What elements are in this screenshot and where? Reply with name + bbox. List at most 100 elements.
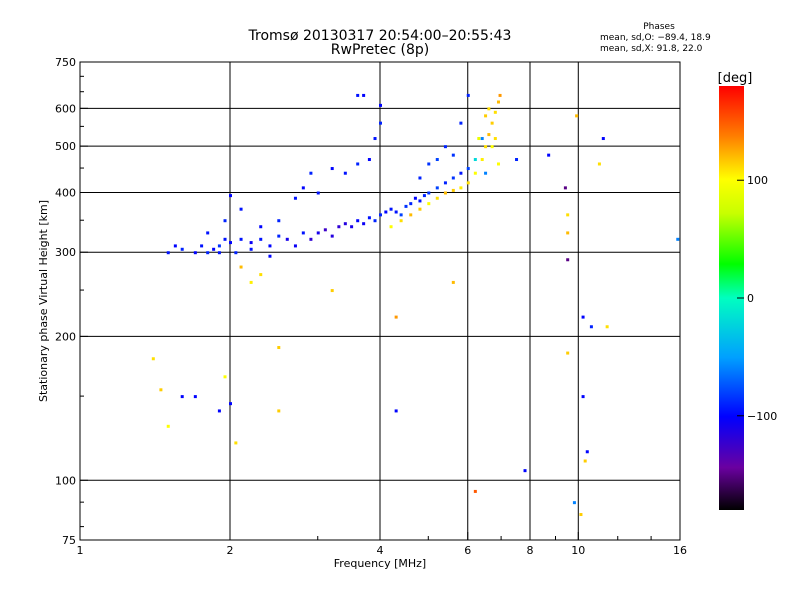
chart-subtitle: RwPretec (8p) <box>330 42 430 58</box>
data-point <box>180 247 184 251</box>
data-point <box>566 351 570 355</box>
data-point <box>234 251 238 255</box>
data-point <box>356 162 360 166</box>
x-axis-ticks: 1 2 4 6 8 10 16 <box>77 532 687 557</box>
data-point <box>498 93 502 97</box>
data-point <box>480 158 484 162</box>
data-point <box>473 171 477 175</box>
data-point <box>581 315 585 319</box>
data-point <box>301 231 305 235</box>
data-point <box>277 409 281 413</box>
data-point <box>601 137 605 141</box>
data-point <box>367 216 371 220</box>
data-point <box>443 145 447 149</box>
data-point <box>597 162 601 166</box>
data-point <box>466 181 470 185</box>
data-point <box>330 167 334 171</box>
data-point <box>356 219 360 223</box>
data-point <box>239 237 243 241</box>
y-tick-label: 100 <box>55 474 76 487</box>
data-point <box>277 234 281 238</box>
data-point <box>277 219 281 223</box>
colorbar-tick-label: −100 <box>747 410 777 423</box>
data-point <box>487 107 491 111</box>
data-point <box>193 251 197 255</box>
data-point <box>477 137 481 141</box>
data-point <box>490 145 494 149</box>
chart-title: Tromsø 20130317 20:54:00–20:55:43 <box>248 28 512 44</box>
data-point <box>217 251 221 255</box>
data-point <box>223 375 227 379</box>
data-point <box>316 191 320 195</box>
data-point <box>451 176 455 180</box>
data-point <box>337 225 341 229</box>
y-tick-label: 750 <box>55 56 76 69</box>
data-point <box>427 162 431 166</box>
data-point <box>217 409 221 413</box>
data-point <box>159 388 163 392</box>
data-point <box>323 228 327 232</box>
data-point <box>443 181 447 185</box>
x-tick-label: 10 <box>571 544 585 557</box>
data-point <box>579 513 583 517</box>
data-point <box>229 241 232 245</box>
data-point <box>193 395 197 399</box>
data-point <box>384 210 388 214</box>
data-point <box>399 219 403 223</box>
data-point <box>259 225 263 229</box>
data-point <box>496 100 500 104</box>
data-point <box>523 469 527 473</box>
data-point <box>451 153 455 157</box>
data-point <box>566 258 570 262</box>
data-point <box>451 280 455 284</box>
data-point <box>379 103 382 107</box>
data-point <box>200 244 204 248</box>
x-axis-title: Frequency [MHz] <box>334 557 426 570</box>
data-point <box>427 191 431 195</box>
y-tick-label: 75 <box>62 534 76 547</box>
data-point <box>309 237 313 241</box>
data-point <box>268 244 272 248</box>
data-point <box>394 315 398 319</box>
data-point <box>493 110 497 114</box>
data-point <box>173 244 177 248</box>
colorbar-label: [deg] <box>718 71 753 86</box>
colorbar-tick-label: 100 <box>747 174 768 187</box>
data-point <box>212 247 216 251</box>
data-point <box>367 158 371 162</box>
x-tick-label: 6 <box>464 544 471 557</box>
phases-stats: Phases mean, sd,O: −89.4, 18.9 mean, sd,… <box>600 22 718 55</box>
data-point <box>249 247 253 251</box>
data-point <box>473 489 477 493</box>
data-point <box>206 251 210 255</box>
data-point <box>484 114 488 118</box>
x-tick-label: 8 <box>527 544 534 557</box>
y-tick-label: 300 <box>55 246 76 259</box>
phases-title: Phases <box>643 22 675 32</box>
data-point <box>443 191 447 195</box>
data-point <box>239 265 243 269</box>
data-point <box>249 280 253 284</box>
data-point <box>435 196 439 200</box>
data-point <box>389 225 393 229</box>
data-point <box>362 222 366 226</box>
data-point <box>389 207 393 211</box>
data-point <box>223 219 227 223</box>
data-point <box>394 409 398 413</box>
data-point <box>277 346 281 350</box>
data-point <box>572 501 576 505</box>
data-point <box>589 325 593 329</box>
data-point <box>379 121 382 125</box>
data-point <box>404 204 408 208</box>
phases-o-mode: mean, sd,O: −89.4, 18.9 <box>600 33 711 43</box>
data-point <box>605 325 609 329</box>
data-point <box>206 231 210 235</box>
data-point <box>373 137 377 141</box>
data-point <box>249 241 253 245</box>
data-point <box>451 188 455 192</box>
y-tick-label: 200 <box>55 330 76 343</box>
data-point <box>459 186 463 190</box>
data-point <box>413 196 417 200</box>
phases-x-mode: mean, sd,X: 91.8, 22.0 <box>600 44 703 54</box>
data-point <box>268 254 272 258</box>
